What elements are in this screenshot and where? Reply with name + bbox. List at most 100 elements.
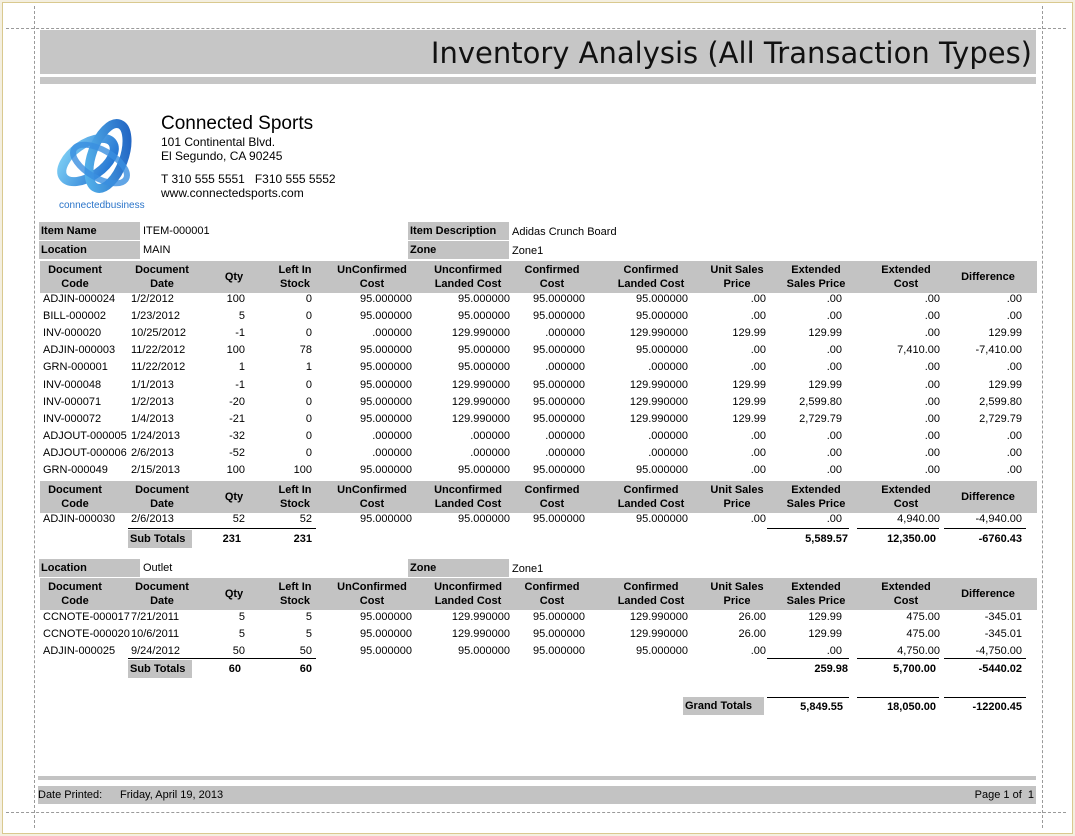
table-cell: 129.99: [808, 611, 842, 623]
table-cell: .00: [826, 446, 842, 459]
subtotal-ext-cost: 5,700.00: [893, 663, 936, 675]
table-cell: 1/2/2013: [131, 395, 174, 408]
table-cell: 95.000000: [458, 361, 510, 374]
column-header: Document Code: [48, 581, 102, 607]
table-cell: 0: [305, 429, 312, 442]
table-cell: 95.000000: [360, 611, 412, 623]
column-header: UnConfirmed Cost: [337, 264, 407, 290]
table-cell: 4,940.00: [897, 513, 940, 525]
right-margin-guide: [1042, 6, 1043, 828]
column-header: Left In Stock: [278, 484, 312, 510]
table-cell: 95.000000: [533, 412, 585, 425]
table-cell: 11/22/2012: [131, 361, 186, 374]
item-description-value: Adidas Crunch Board: [512, 226, 617, 238]
location-label: Location: [39, 241, 140, 259]
table-cell: 95.000000: [636, 344, 688, 357]
table-cell: 95.000000: [360, 628, 412, 640]
column-header: Qty: [224, 588, 244, 600]
table-cell: 129.990000: [629, 412, 688, 425]
column-header: Unit Sales Price: [710, 264, 764, 290]
table-cell: .000000: [545, 327, 585, 340]
location-value: Outlet: [143, 562, 173, 574]
grand-total-rule-cost: [857, 697, 939, 698]
column-header: Confirmed Landed Cost: [617, 264, 685, 290]
company-address-line2: El Segundo, CA 90245: [161, 149, 283, 163]
table-cell: .000000: [648, 446, 688, 459]
item-description-label: Item Description: [408, 222, 509, 240]
table-cell: .00: [924, 361, 940, 374]
table-cell: 95.000000: [533, 464, 585, 476]
table-cell: .00: [750, 429, 766, 442]
table-cell: 95.000000: [533, 344, 585, 357]
subtotal-rule-diff: [944, 658, 1026, 659]
table-cell: 129.990000: [451, 628, 510, 640]
table-cell: .00: [750, 645, 766, 657]
table-cell: 100: [293, 464, 312, 476]
table-cell: -20: [229, 395, 245, 408]
column-header: Document Date: [135, 581, 189, 607]
location-value: MAIN: [143, 244, 171, 256]
table-cell: INV-000020: [43, 327, 102, 340]
column-header: Confirmed Cost: [524, 264, 580, 290]
table-cell: .00: [1006, 310, 1022, 323]
table-cell: ADJOUT-000005: [43, 429, 127, 442]
table-cell: 50: [232, 645, 245, 657]
column-header-row: Document Code Document Date Qty Left In Stock U…: [40, 578, 1037, 610]
table-cell: 95.000000: [533, 378, 585, 391]
table-cell: .00: [826, 645, 842, 657]
table-cell: .000000: [545, 429, 585, 442]
table-cell: ADJIN-000003: [43, 344, 116, 357]
table-cell: 129.990000: [451, 327, 510, 340]
table-cell: ADJIN-000024: [43, 293, 116, 305]
table-cell: 2,599.80: [979, 395, 1022, 408]
table-cell: 95.000000: [533, 395, 585, 408]
table-cell: .00: [750, 361, 766, 374]
subtotal-qty: 231: [222, 533, 241, 545]
table-cell: 52: [232, 513, 245, 525]
report-title-bar: Inventory Analysis (All Transaction Type…: [40, 30, 1036, 74]
table-cell: 2/6/2013: [131, 513, 174, 525]
subtotal-rule-diff: [944, 528, 1026, 529]
column-header: Left In Stock: [278, 581, 312, 607]
logo-caption: connectedbusiness: [59, 200, 145, 211]
column-header-row: Document Code Document Date Qty Left In Stock U…: [40, 261, 1037, 293]
table-cell: .00: [924, 378, 940, 391]
company-name: Connected Sports: [161, 113, 314, 134]
zone-label: Zone: [408, 241, 509, 259]
table-cell: 9/24/2012: [131, 645, 180, 657]
table-cell: .000000: [648, 429, 688, 442]
column-header: Extended Sales Price: [786, 581, 846, 607]
column-header: UnConfirmed Cost: [337, 484, 407, 510]
table-cell: 2,599.80: [799, 395, 842, 408]
column-header: Extended Sales Price: [786, 484, 846, 510]
table-cell: 95.000000: [636, 513, 688, 525]
table-cell: -52: [229, 446, 245, 459]
table-cell: 100: [226, 344, 245, 357]
connected-business-logo-icon: [57, 119, 132, 193]
column-header: Confirmed Landed Cost: [617, 581, 685, 607]
location-label: Location: [39, 559, 140, 577]
table-cell: 95.000000: [533, 513, 585, 525]
table-cell: .00: [826, 513, 842, 525]
column-header: Extended Cost: [881, 581, 931, 607]
table-cell: 95.000000: [458, 513, 510, 525]
title-underline-bar: [40, 77, 1036, 84]
grand-total-ext-cost: 18,050.00: [887, 701, 936, 713]
table-cell: 7/21/2011: [131, 611, 180, 623]
grand-total-ext-sales: 5,849.55: [800, 701, 843, 713]
table-cell: ADJIN-000025: [43, 645, 116, 657]
table-cell: 0: [305, 310, 312, 323]
table-cell: 1/24/2013: [131, 429, 180, 442]
column-header: Qty: [224, 271, 244, 283]
table-cell: .00: [1006, 464, 1022, 476]
table-cell: .00: [1006, 293, 1022, 305]
grand-totals-label: Grand Totals: [683, 697, 764, 715]
table-cell: 129.99: [732, 327, 766, 340]
table-cell: 475.00: [906, 628, 940, 640]
left-margin-guide: [34, 6, 35, 828]
table-cell: .00: [924, 310, 940, 323]
table-cell: 5: [305, 611, 312, 623]
table-cell: 5: [238, 628, 245, 640]
grand-total-rule-diff: [944, 697, 1026, 698]
